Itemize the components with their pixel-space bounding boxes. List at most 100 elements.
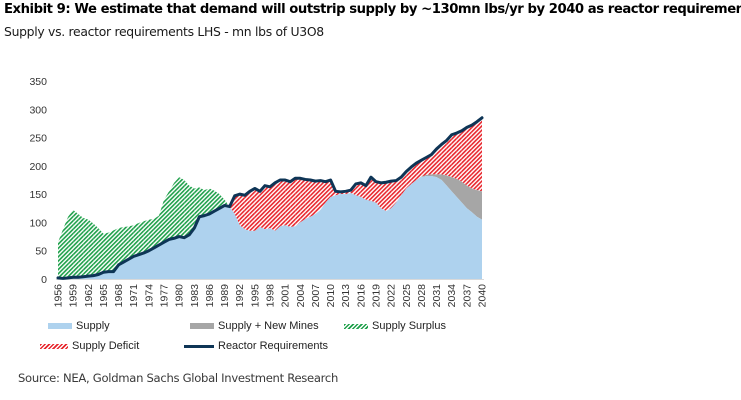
surplus-area-segment — [103, 232, 109, 273]
surplus-area-segment — [88, 219, 94, 277]
deficit-area-segment — [391, 180, 397, 209]
deficit-area-segment — [471, 121, 477, 191]
deficit-area-segment — [456, 130, 462, 182]
x-tick-label: 1977 — [159, 284, 171, 308]
surplus-area-segment — [199, 187, 205, 217]
new-mines-area — [406, 174, 482, 220]
surplus-area-segment — [83, 217, 89, 277]
deficit-area-segment — [285, 180, 291, 227]
legend-item-deficit: Supply Deficit — [40, 340, 139, 352]
y-tick-label: 100 — [29, 217, 47, 229]
x-tick-label: 2010 — [325, 284, 337, 308]
deficit-area-segment — [365, 177, 371, 201]
deficit-area-segment — [295, 178, 301, 227]
deficit-area-segment — [280, 180, 286, 227]
x-tick-label: 2040 — [477, 284, 489, 308]
y-tick-label: 200 — [29, 161, 47, 173]
x-tick-label: 2007 — [310, 284, 322, 308]
deficit-area-segment — [461, 127, 467, 186]
x-tick-label: 2016 — [355, 284, 367, 308]
surplus-area-segment — [138, 221, 144, 255]
deficit-area-segment — [451, 133, 457, 179]
legend: Supply Supply + New Mines Supply Surplus… — [40, 320, 500, 360]
y-tick-label: 50 — [35, 246, 47, 258]
x-tick-label: 1959 — [68, 284, 80, 308]
x-tick-label: 1992 — [234, 284, 246, 308]
legend-label-supply: Supply — [76, 320, 110, 332]
surplus-area-segment — [189, 185, 195, 235]
legend-item-supply: Supply — [48, 320, 110, 332]
deficit-area-segment — [244, 191, 250, 231]
surplus-area-segment — [113, 228, 119, 272]
surplus-area-segment — [169, 182, 175, 240]
x-tick-label: 2022 — [386, 284, 398, 308]
legend-item-new-mines: Supply + New Mines — [190, 320, 319, 332]
deficit-area-segment — [320, 180, 326, 210]
x-tick-label: 2001 — [280, 284, 292, 308]
deficit-area-segment — [421, 157, 427, 177]
x-tick-label: 2031 — [431, 284, 443, 308]
deficit-area-segment — [396, 177, 402, 203]
y-tick-label: 0 — [41, 274, 47, 286]
surplus-area-segment — [108, 230, 114, 272]
x-tick-label: 1983 — [189, 284, 201, 308]
deficit-area-segment — [386, 181, 392, 212]
deficit-area-segment — [264, 185, 270, 230]
legend-label-new-mines: Supply + New Mines — [218, 320, 319, 332]
deficit-area-segment — [325, 180, 331, 203]
x-tick-label: 2004 — [295, 284, 307, 308]
x-axis: 1956 1959 1962 1965 1968 1971 1974 1977 1980 1983… — [53, 284, 489, 308]
deficit-area-segment — [376, 181, 382, 209]
legend-item-reactor: Reactor Requirements — [184, 340, 328, 352]
surplus-area-segment — [73, 209, 79, 278]
deficit-area-segment — [476, 117, 482, 192]
deficit-area-segment — [411, 163, 417, 184]
surplus-area-segment — [153, 215, 159, 248]
y-tick-label: 150 — [29, 189, 47, 201]
surplus-area-segment — [58, 229, 64, 279]
x-tick-label: 1968 — [113, 284, 125, 308]
deficit-area-segment — [355, 182, 361, 197]
deficit-area-segment — [315, 180, 321, 214]
surplus-area-segment — [179, 177, 185, 238]
deficit-area-segment — [381, 182, 387, 212]
supply-swatch-icon — [48, 323, 72, 329]
deficit-area-segment — [305, 179, 311, 220]
deficit-area-segment — [416, 160, 422, 180]
x-tick-label: 1998 — [265, 284, 277, 308]
legend-label-reactor: Reactor Requirements — [218, 340, 329, 352]
surplus-area-segment — [214, 190, 220, 212]
x-tick-label: 1995 — [249, 284, 261, 308]
y-tick-label: 250 — [29, 133, 47, 145]
x-tick-label: 2037 — [461, 284, 473, 308]
x-tick-label: 2034 — [446, 284, 458, 308]
deficit-area-segment — [270, 182, 276, 231]
plot-area — [56, 116, 484, 280]
x-tick-label: 1989 — [219, 284, 231, 308]
deficit-area-segment — [446, 134, 452, 178]
surplus-area-segment — [98, 228, 104, 275]
deficit-area-segment — [466, 125, 472, 189]
x-tick-label: 1986 — [204, 284, 216, 308]
surplus-area-segment — [63, 216, 69, 279]
supply-area — [58, 176, 482, 279]
deficit-area-segment — [300, 178, 306, 223]
y-axis: 0 50 100 150 200 250 300 350 — [29, 76, 47, 286]
legend-label-deficit: Supply Deficit — [72, 340, 140, 352]
surplus-area-segment — [164, 191, 170, 243]
surplus-area-segment — [174, 177, 180, 239]
x-tick-label: 2019 — [371, 284, 383, 308]
new-mines-swatch-icon — [190, 323, 214, 329]
deficit-area-segment — [436, 144, 442, 175]
deficit-area-segment — [259, 185, 265, 230]
surplus-area-segment — [158, 199, 164, 246]
x-tick-label: 2028 — [416, 284, 428, 308]
deficit-area-segment — [254, 188, 260, 231]
deficit-area-segment — [239, 194, 245, 230]
surplus-area-segment — [184, 180, 190, 238]
deficit-area-segment — [275, 180, 281, 231]
x-tick-label: 1965 — [98, 284, 110, 308]
legend-label-surplus: Supply Surplus — [372, 320, 446, 332]
surplus-area-segment — [143, 219, 149, 253]
